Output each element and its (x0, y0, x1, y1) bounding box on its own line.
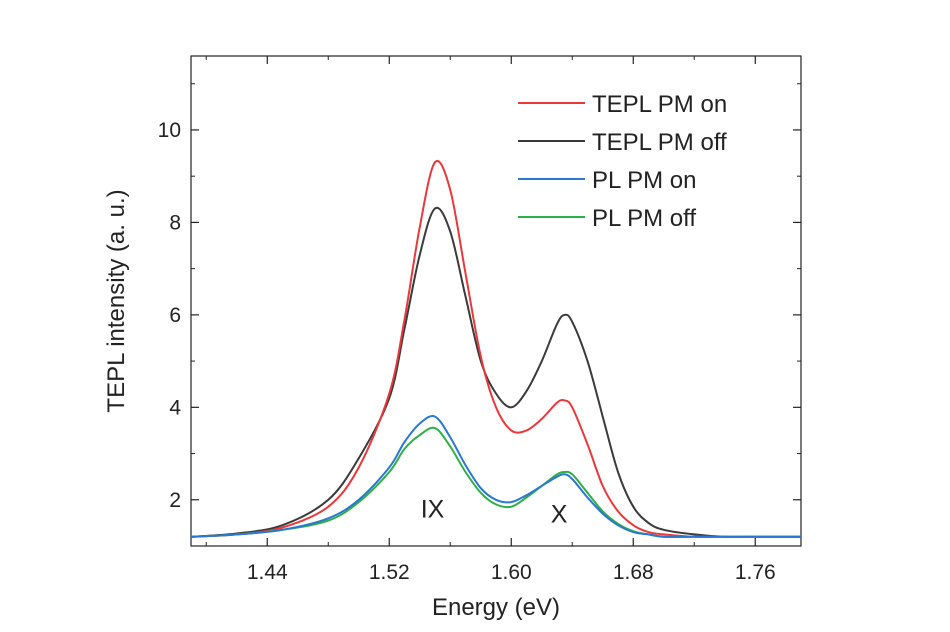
x-tick-label: 1.76 (735, 561, 776, 584)
peak-annotation: IX (421, 496, 445, 524)
x-tick-label: 1.68 (613, 561, 654, 584)
x-tick-label: 1.52 (369, 561, 410, 584)
y-axis: 2 4 6 8 10 (158, 83, 801, 547)
y-tick-label: 10 (158, 119, 181, 142)
legend-label: PL PM off (592, 205, 696, 232)
series-line-tepl-pm-off (190, 206, 801, 538)
x-tick-label: 1.44 (247, 561, 288, 584)
x-tick-label: 1.60 (491, 561, 532, 584)
y-axis-label: TEPL intensity (a. u.) (103, 189, 130, 412)
peak-annotation: X (551, 500, 568, 528)
y-tick-label: 4 (169, 396, 181, 419)
y-tick-label: 2 (169, 489, 181, 512)
y-tick-label: 8 (169, 211, 181, 234)
y-tick-label: 6 (169, 304, 181, 327)
x-axis-label: Energy (eV) (432, 594, 560, 621)
legend-label: PL PM on (592, 167, 697, 194)
legend-label: TEPL PM off (592, 129, 727, 156)
x-axis: 1.44 1.52 1.60 1.68 1.76 (205, 56, 776, 584)
legend-label: TEPL PM on (592, 91, 727, 118)
plot-frame (190, 55, 802, 547)
series-line-tepl-pm-on (190, 159, 801, 538)
series-line-pl-pm-on (190, 415, 801, 538)
legend: TEPL PM on TEPL PM off PL PM on PL PM off (518, 91, 727, 232)
annotations: IX X (421, 496, 568, 529)
series-lines (190, 159, 801, 538)
series-line-pl-pm-off (190, 426, 801, 538)
